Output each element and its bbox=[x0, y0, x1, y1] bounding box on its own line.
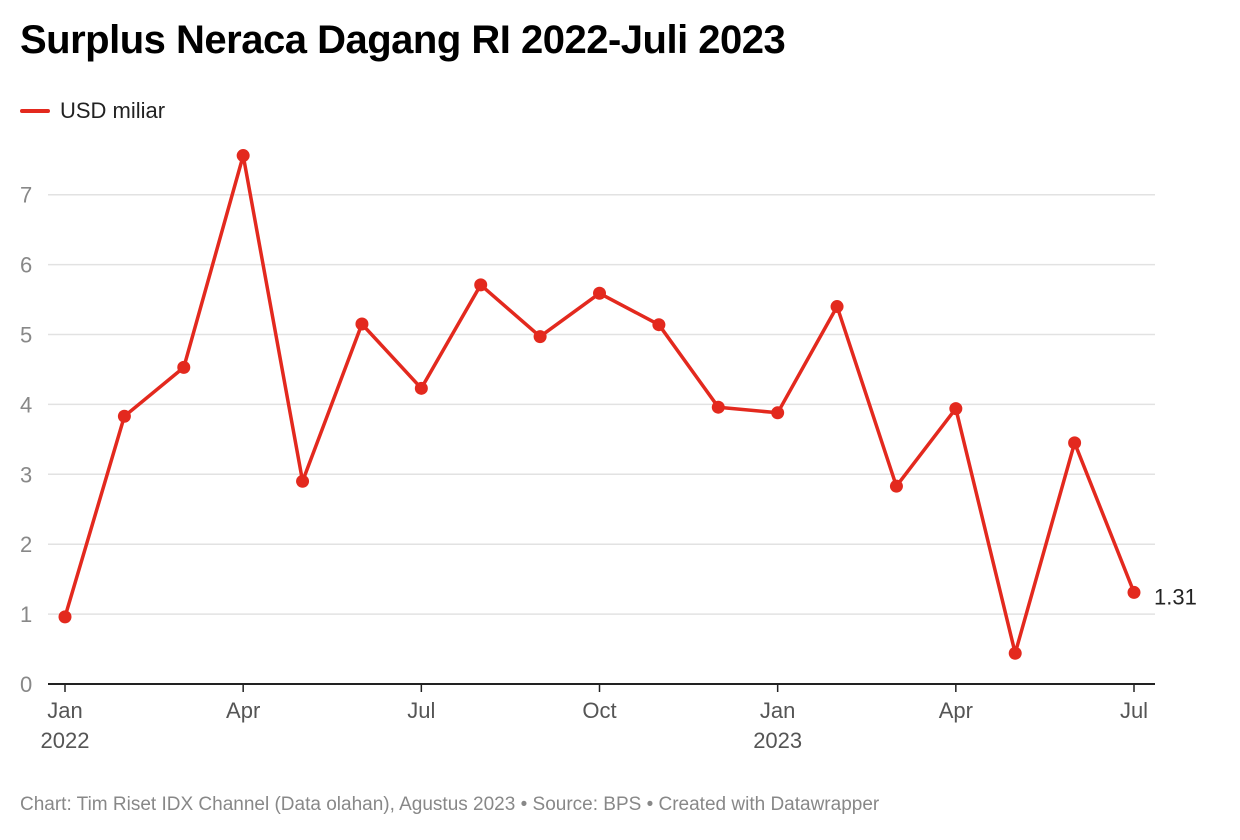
data-point bbox=[593, 286, 606, 300]
data-point bbox=[1008, 646, 1022, 660]
data-point bbox=[296, 474, 310, 488]
chart-title: Surplus Neraca Dagang RI 2022-Juli 2023 bbox=[20, 18, 786, 62]
data-point bbox=[1127, 585, 1141, 599]
y-tick-label: 0 bbox=[20, 672, 32, 697]
data-point bbox=[889, 479, 903, 493]
data-point bbox=[355, 317, 369, 331]
legend-swatch bbox=[20, 109, 50, 113]
data-point bbox=[830, 300, 844, 314]
y-tick-label: 3 bbox=[20, 462, 32, 487]
data-point bbox=[652, 318, 666, 332]
x-tick-label: Jul bbox=[1120, 698, 1148, 723]
value-label: 1.31 bbox=[1154, 584, 1197, 609]
data-point bbox=[236, 149, 250, 163]
x-tick-year-label: 2023 bbox=[753, 728, 802, 753]
chart-footer: Chart: Tim Riset IDX Channel (Data olaha… bbox=[20, 794, 880, 815]
x-tick-year-label: 2022 bbox=[41, 728, 90, 753]
data-point bbox=[177, 360, 191, 374]
x-tick-label: Apr bbox=[226, 698, 260, 723]
chart-legend: USD miliar bbox=[20, 98, 165, 124]
data-point bbox=[474, 278, 488, 292]
y-tick-label: 2 bbox=[20, 532, 32, 557]
y-tick-label: 7 bbox=[20, 183, 32, 208]
data-point bbox=[771, 406, 785, 420]
legend-label: USD miliar bbox=[60, 98, 166, 123]
x-tick-label: Jan bbox=[760, 698, 795, 723]
data-point bbox=[711, 400, 725, 414]
x-tick-label: Apr bbox=[939, 698, 973, 723]
x-tick-label: Oct bbox=[582, 698, 616, 723]
data-point bbox=[58, 610, 72, 624]
y-tick-label: 1 bbox=[20, 602, 32, 627]
data-point bbox=[1068, 436, 1082, 450]
y-tick-label: 4 bbox=[20, 392, 32, 417]
y-tick-label: 5 bbox=[20, 323, 32, 348]
data-point bbox=[414, 381, 428, 395]
data-point bbox=[949, 402, 963, 416]
x-tick-label: Jan bbox=[47, 698, 82, 723]
data-point bbox=[117, 409, 131, 423]
y-tick-label: 6 bbox=[20, 253, 32, 278]
data-point bbox=[533, 330, 547, 344]
x-tick-label: Jul bbox=[407, 698, 435, 723]
